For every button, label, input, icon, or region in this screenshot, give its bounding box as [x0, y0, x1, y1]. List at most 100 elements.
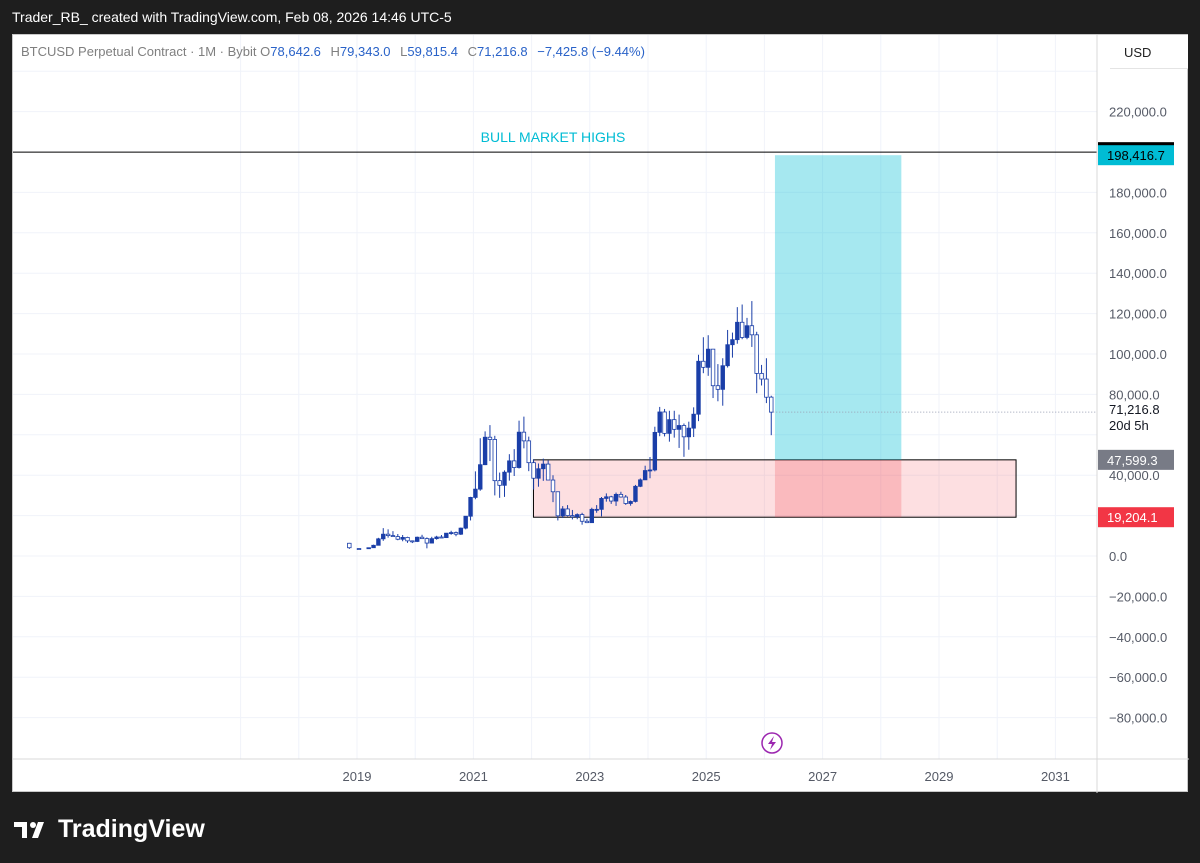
candle-body — [638, 479, 643, 487]
target-zone — [774, 155, 902, 460]
candle-body — [400, 537, 405, 540]
candle-body — [478, 464, 483, 490]
close-label: C — [467, 44, 477, 59]
time-tick-label: 2027 — [808, 769, 837, 784]
candle-body — [487, 436, 493, 440]
price-tick-label: 180,000.0 — [1109, 185, 1167, 200]
candle-body — [376, 538, 381, 546]
candle-body — [735, 321, 740, 341]
candle-body — [589, 508, 594, 524]
axis-layer: 220,000.0 180,000.0 160,000.0 140,000.0 120,… — [13, 35, 1189, 793]
candle-body — [511, 460, 517, 468]
current-price-label: 71,216.8 — [1109, 402, 1160, 417]
low-label: L — [400, 44, 408, 59]
candle-body — [594, 508, 599, 511]
time-tick-label: 2029 — [925, 769, 954, 784]
candle-body — [647, 469, 653, 472]
price-tick-label: 80,000.0 — [1109, 387, 1160, 402]
candle-body — [502, 471, 507, 486]
candle-body — [468, 497, 473, 517]
time-tick-label: 2021 — [459, 769, 488, 784]
chart-canvas[interactable]: BULL MARKET HIGHS 220,000.0 180,000.0 160,… — [13, 35, 1189, 793]
candle-body — [347, 542, 352, 549]
currency-button[interactable]: USD — [1110, 35, 1188, 69]
candle-body — [507, 460, 512, 473]
price-tick-label: 0.0 — [1109, 549, 1127, 564]
candle-body — [676, 425, 682, 430]
symbol-name[interactable]: BTCUSD Perpetual Contract · 1M · Bybit — [21, 44, 257, 59]
candle-body — [366, 547, 371, 550]
candle-body — [405, 537, 410, 542]
time-tick-label: 2023 — [575, 769, 604, 784]
price-tick-label: −80,000.0 — [1109, 711, 1167, 726]
candle-body — [453, 532, 459, 535]
candle-body — [584, 520, 590, 524]
low-value: 59,815.4 — [407, 44, 458, 59]
candle-body — [516, 431, 522, 468]
attribution-bar: Trader_RB_ created with TradingView.com,… — [0, 0, 1200, 34]
overlay-layer: BULL MARKET HIGHS — [13, 129, 1097, 754]
candle-body — [541, 463, 546, 470]
brand-name: TradingView — [58, 815, 205, 843]
candle-body — [672, 419, 677, 430]
candle-body — [715, 385, 721, 390]
candle-body — [570, 515, 575, 518]
candle-body — [667, 419, 672, 434]
price-tick-label: −60,000.0 — [1109, 670, 1167, 685]
candle-body — [764, 378, 769, 398]
candle-body — [390, 535, 396, 538]
open-value: 78,642.6 — [270, 44, 321, 59]
price-tick-label: 140,000.0 — [1109, 266, 1167, 281]
high-value: 79,343.0 — [339, 44, 391, 59]
candle-body — [497, 480, 502, 486]
candle-body — [550, 479, 556, 493]
candle-body — [754, 334, 759, 374]
high-label: H — [330, 44, 340, 59]
price-tick-label: 220,000.0 — [1109, 105, 1167, 120]
candle-body — [633, 485, 638, 502]
bull-market-highs-label: BULL MARKET HIGHS — [481, 129, 626, 145]
candle-body — [613, 493, 619, 502]
price-badge-label: 198,416.7 — [1107, 148, 1165, 163]
price-tick-label: −20,000.0 — [1109, 589, 1167, 604]
candle-body — [395, 536, 400, 540]
candle-body — [492, 439, 497, 482]
price-tick-label: 160,000.0 — [1109, 226, 1167, 241]
candle-body — [448, 532, 454, 534]
candle-body — [642, 470, 648, 481]
price-tick-label: 40,000.0 — [1109, 468, 1160, 483]
candle-body — [744, 325, 750, 338]
candle-body — [730, 339, 735, 346]
symbol-legend[interactable]: BTCUSD Perpetual Contract · 1M · Bybit O… — [21, 44, 645, 59]
close-value: 71,216.8 — [477, 44, 528, 59]
candle-body — [657, 411, 662, 433]
candle-body — [696, 360, 701, 415]
candle-body — [710, 348, 716, 387]
candle-body — [482, 436, 488, 466]
candle-body — [536, 468, 541, 479]
price-badge-label: 47,599.3 — [1107, 453, 1158, 468]
candle-body — [356, 548, 362, 550]
candle-body — [555, 491, 561, 517]
candle-body — [434, 536, 439, 540]
price-badge-label: 19,204.1 — [1107, 510, 1158, 525]
stop-zone — [774, 459, 902, 518]
candle-body — [662, 411, 667, 434]
candle-body — [749, 325, 755, 336]
price-badge — [1098, 449, 1174, 470]
candle-body — [609, 496, 614, 502]
candle-body — [545, 463, 551, 481]
time-tick-label: 2025 — [692, 769, 721, 784]
candle-body — [565, 508, 570, 516]
lightning-bolt-glyph — [768, 736, 776, 750]
candle-body — [381, 533, 386, 540]
price-badge — [1098, 507, 1174, 528]
price-badge — [1098, 145, 1174, 166]
candle-body — [444, 532, 449, 539]
chart-frame[interactable]: BULL MARKET HIGHS 220,000.0 180,000.0 160,… — [12, 34, 1189, 793]
price-tick-label: 120,000.0 — [1109, 307, 1167, 322]
candle-body — [458, 527, 464, 535]
open-label: O — [260, 44, 271, 59]
candle-body — [371, 544, 376, 549]
candle-body — [385, 533, 391, 536]
